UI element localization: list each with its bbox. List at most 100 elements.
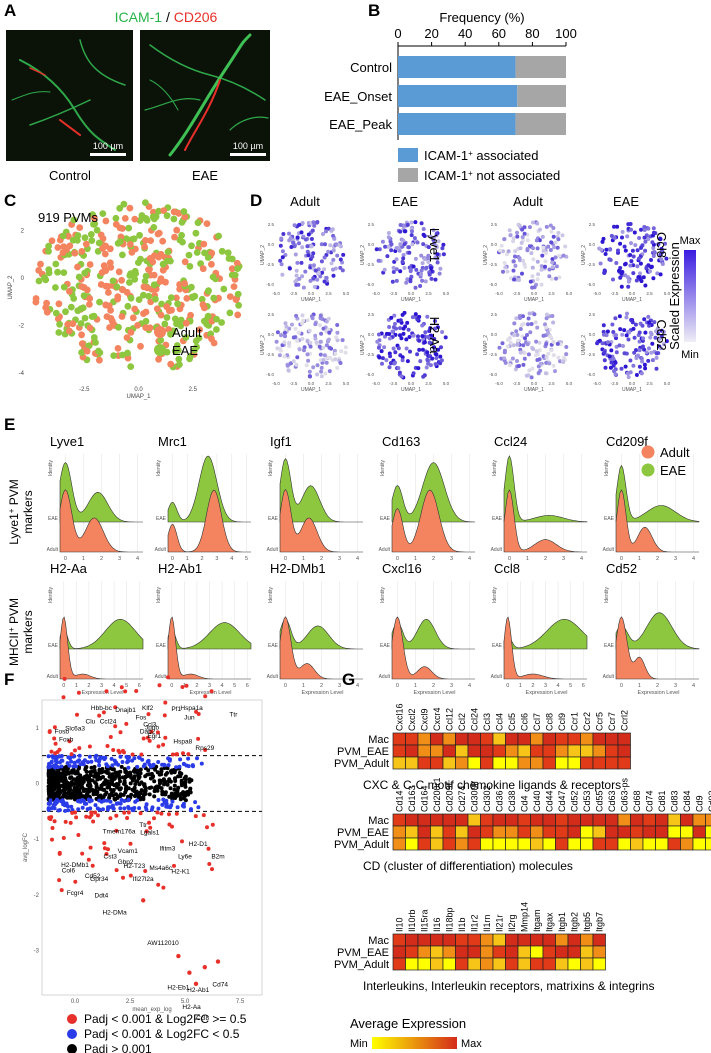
panel-d-letter: D	[250, 191, 262, 210]
ridge-adult	[391, 489, 475, 553]
x-tick-label: 3	[208, 683, 211, 689]
heatmap-cell	[530, 837, 544, 851]
heatmap-cell	[442, 933, 456, 947]
x-tick-label: 4	[221, 683, 224, 689]
scale-bar-eae	[230, 153, 266, 156]
point-ns	[152, 794, 157, 799]
cell-point	[618, 241, 623, 246]
heatmap-cell	[592, 837, 606, 851]
x-tick-label: 2	[656, 556, 659, 562]
point-ns	[107, 783, 111, 788]
point-sig-large	[148, 825, 153, 830]
point-adult	[32, 298, 40, 306]
legend-dot	[154, 344, 166, 356]
gene-header: Il15ra	[419, 909, 429, 932]
cell-point	[526, 322, 530, 327]
cell-point	[554, 264, 559, 269]
x-axis-label: UMAP_1	[401, 387, 421, 393]
point-sig-small	[189, 807, 193, 812]
point-ns	[143, 774, 148, 779]
gene-header: Ccl4	[494, 713, 504, 731]
point-eae	[45, 247, 52, 255]
point-sig-large	[52, 725, 57, 730]
cell-point	[500, 341, 505, 346]
cell-point	[547, 361, 552, 366]
heatmap-cell	[480, 756, 494, 770]
heatmap-cell	[392, 945, 406, 959]
point-sig-large	[209, 689, 214, 694]
point-eae	[109, 277, 117, 285]
x-tick-label: 1	[183, 683, 186, 689]
point-sig-small	[122, 799, 127, 803]
point-sig-large	[167, 822, 172, 827]
cat-eae: EAE	[492, 516, 503, 522]
cell-point	[548, 334, 553, 339]
point-eae	[149, 213, 157, 221]
cell-point	[555, 341, 560, 346]
cell-point	[522, 231, 527, 236]
cell-point	[281, 232, 286, 236]
legend-bar	[372, 1037, 457, 1049]
point-eae	[45, 242, 52, 250]
legend-label: Adult	[172, 325, 202, 340]
heatmap-cell	[492, 825, 506, 839]
heatmap-cell	[442, 756, 456, 770]
cell-point	[335, 253, 340, 258]
gene-header: Il1rn	[482, 914, 492, 932]
heatmap-cell	[567, 744, 581, 758]
point-sig-small	[59, 764, 64, 769]
cell-point	[620, 235, 624, 240]
point-sig-large	[76, 833, 81, 837]
cell-point	[642, 225, 647, 229]
legend-label-post: associated	[473, 148, 539, 163]
cell-point	[300, 245, 305, 250]
plot-frame	[41, 699, 263, 996]
cell-point	[518, 327, 523, 331]
point-eae	[157, 336, 165, 344]
point-sig-large	[47, 730, 52, 734]
cell-point	[321, 232, 325, 236]
cell-point	[635, 248, 640, 253]
heatmap: Cxcl16 Cxcl2 Cxcl9 Cxcr4 Ccl12 Ccl2 Ccl24 Ccl3 C…	[334, 703, 631, 792]
y-axis-label: UMAP_2	[360, 245, 366, 265]
point-eae	[45, 266, 53, 273]
bar-segment	[515, 113, 566, 135]
point-sig-small	[105, 798, 110, 803]
point-sig-small	[126, 759, 131, 763]
point-sig-small	[130, 806, 135, 811]
cell-point	[546, 244, 551, 249]
cell-point	[650, 341, 655, 346]
cell-point	[622, 351, 627, 356]
cell-point	[326, 226, 331, 231]
point-eae	[90, 312, 98, 320]
cell-point	[301, 318, 306, 323]
x-tick-label: 80	[525, 26, 539, 41]
cell-point	[414, 267, 419, 272]
cell-point	[632, 335, 637, 340]
gene-label-down: Ttr	[139, 822, 148, 829]
point-sig-large	[63, 819, 68, 824]
bar-segment	[398, 113, 516, 135]
gene-header: Il18bp	[444, 907, 454, 932]
x-tick-label: 1	[302, 683, 305, 689]
point-ns	[173, 796, 178, 800]
x-tick-label: -2.5	[290, 291, 298, 296]
cell-point	[535, 246, 540, 251]
point-sig-small	[120, 760, 125, 764]
point-adult	[182, 319, 190, 327]
cell-point	[642, 317, 647, 322]
cell-point	[646, 226, 651, 231]
point-eae	[132, 270, 140, 277]
column-label: EAE	[392, 194, 418, 209]
heatmap-cell	[405, 732, 419, 746]
cell-point	[392, 259, 397, 264]
x-tick-label: 0.0	[629, 291, 636, 296]
point-adult	[106, 259, 114, 267]
gene-header: Cd55	[594, 790, 604, 812]
ridge-eae	[279, 618, 363, 650]
point-eae	[125, 279, 133, 286]
cell-point	[318, 358, 323, 363]
heatmap-cell	[655, 813, 669, 827]
cell-point	[436, 239, 441, 244]
